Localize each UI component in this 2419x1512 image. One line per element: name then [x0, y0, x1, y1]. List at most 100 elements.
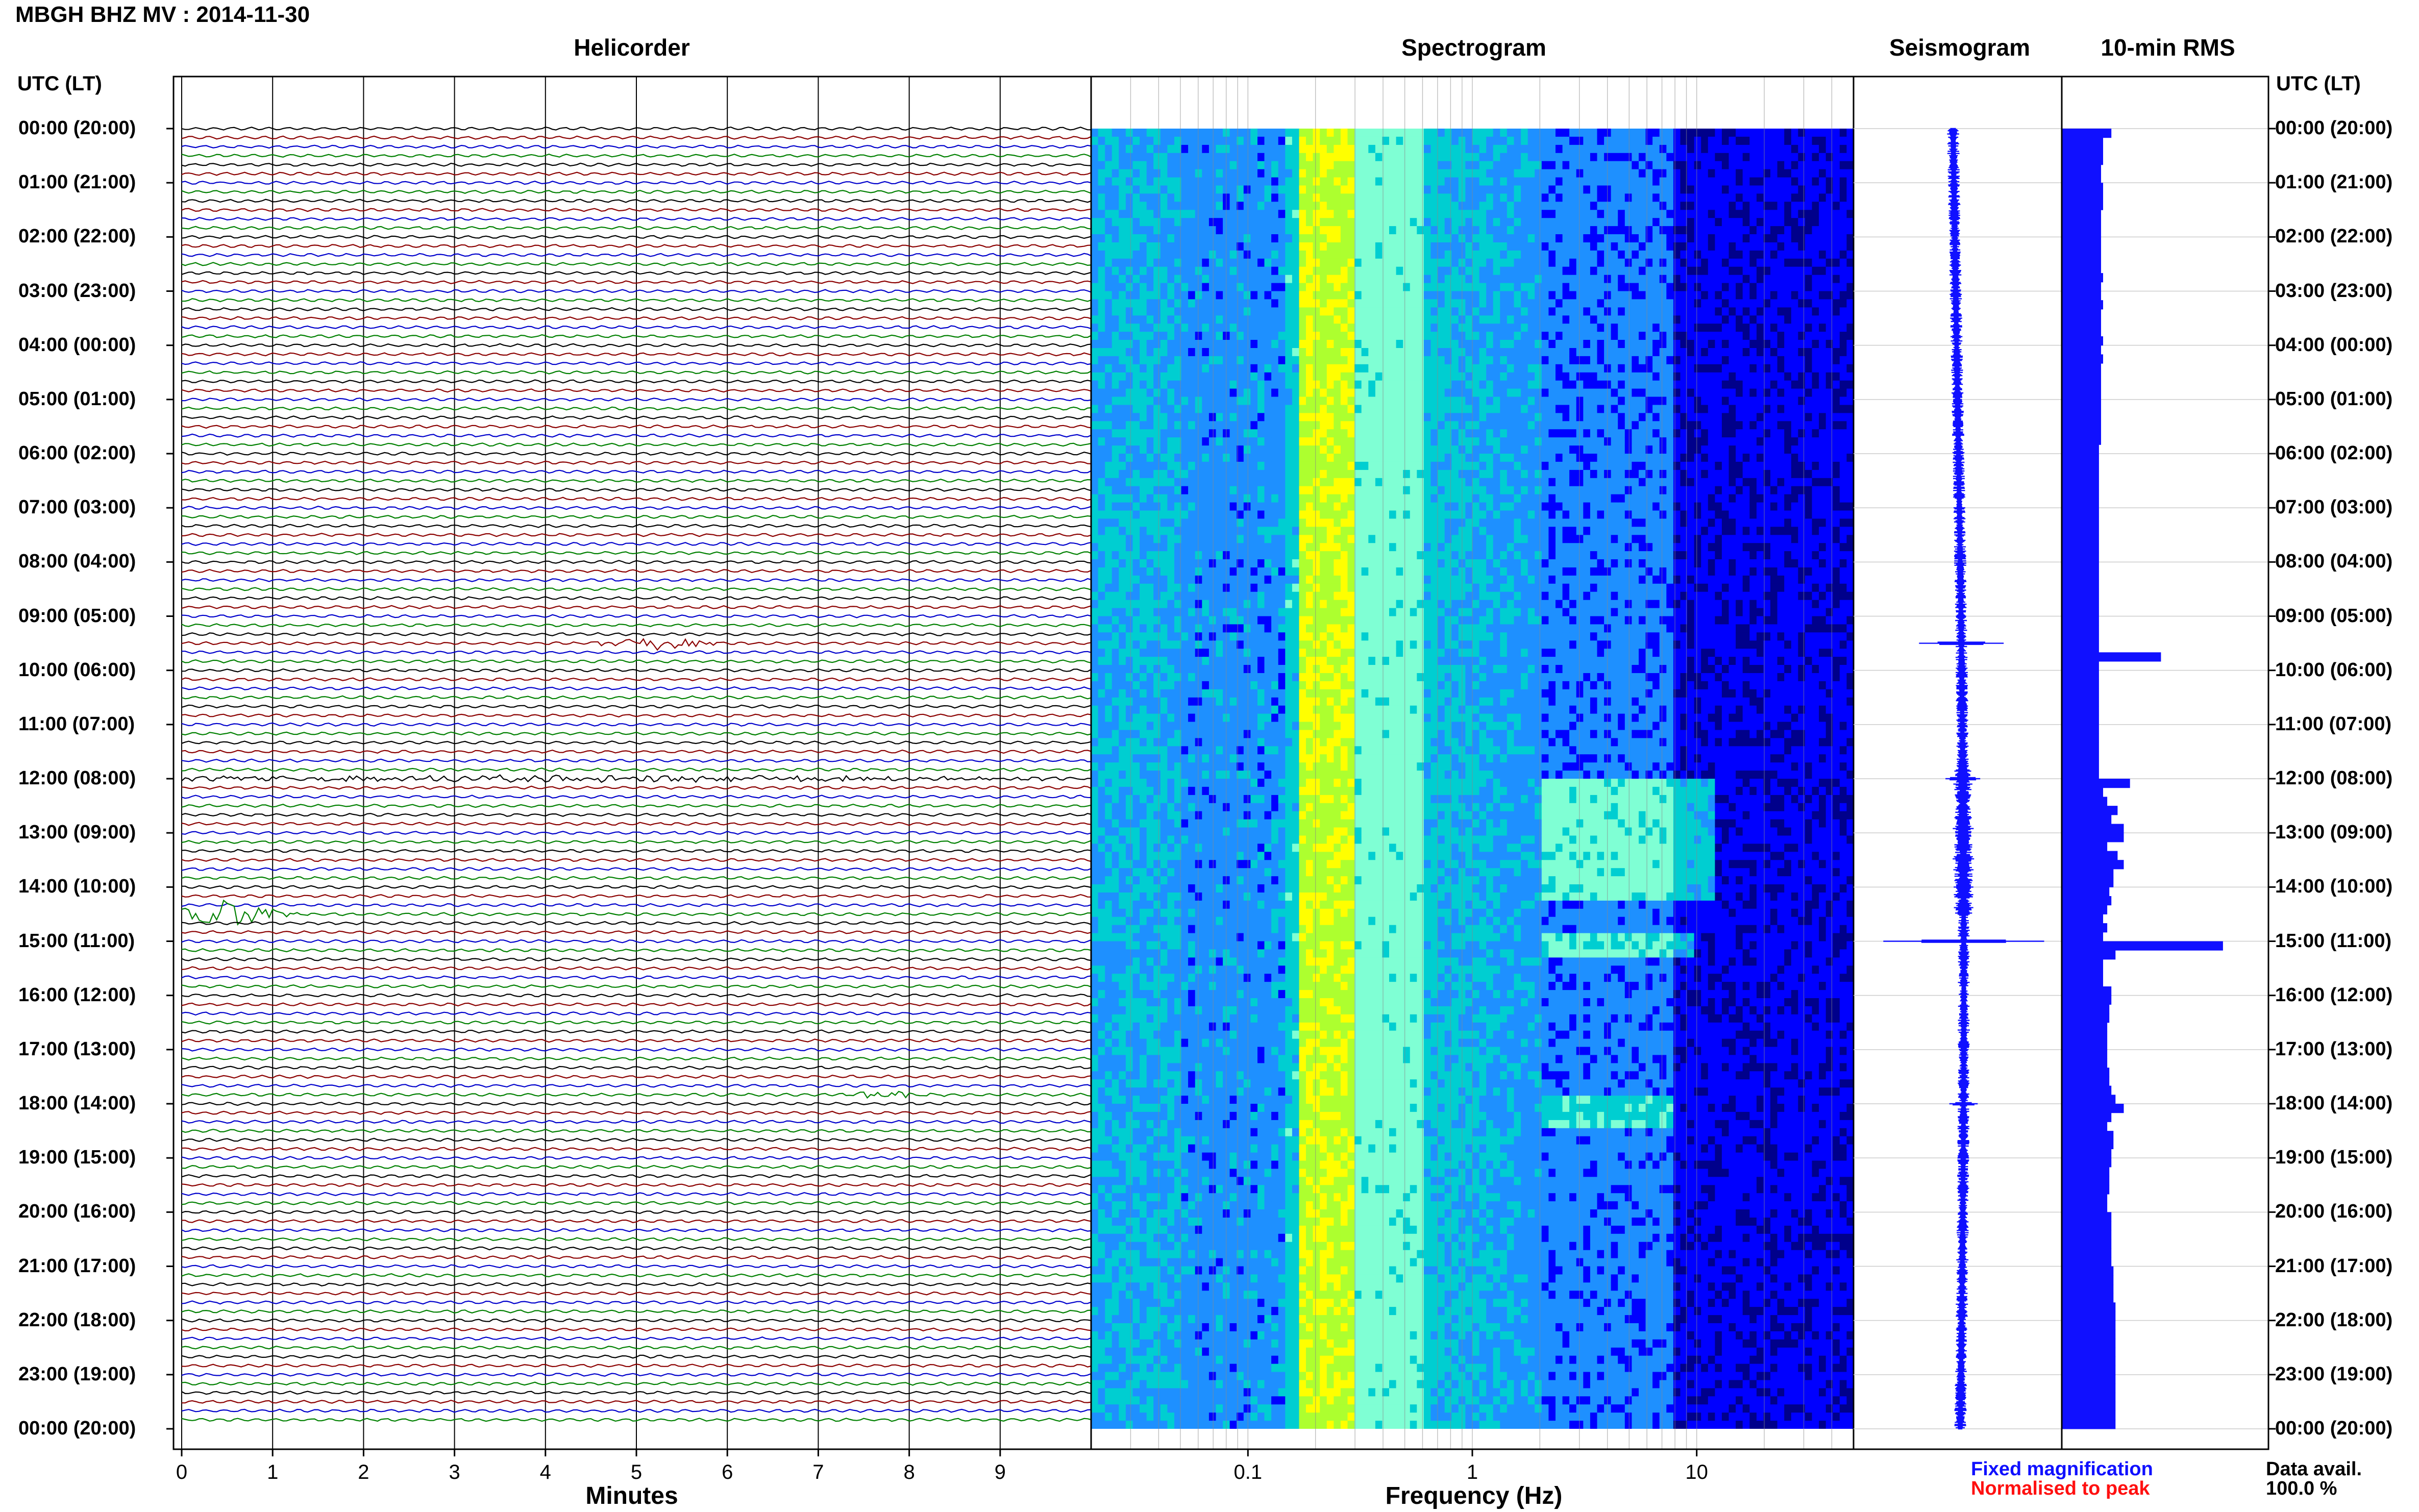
spectrogram-cell [1285, 1396, 1293, 1405]
spectrogram-cell [1292, 437, 1300, 446]
spectrogram-cell [1195, 811, 1202, 820]
spectrogram-cell [1188, 372, 1196, 381]
spectrogram-cell [1188, 502, 1196, 511]
spectrogram-cell [1119, 226, 1126, 235]
spectrogram-cell [1112, 608, 1119, 617]
spectrogram-cell [1160, 421, 1168, 430]
spectrogram-cell [1146, 600, 1154, 609]
spectrogram-cell [1188, 624, 1196, 633]
spectrogram-cell [1195, 1193, 1202, 1202]
spectrogram-cell [1112, 844, 1119, 852]
spectrogram-cell [1132, 697, 1140, 706]
spectrogram-cell [1292, 1209, 1300, 1218]
spectrogram-cell [1160, 299, 1168, 308]
spectrogram-cell [1243, 1169, 1251, 1177]
spectrogram-cell [1132, 283, 1140, 292]
spectrogram-cell [1271, 1266, 1279, 1275]
helicorder-trace [181, 1192, 1092, 1196]
spectrogram-cell [1216, 1396, 1223, 1405]
spectrogram-cell [1292, 234, 1300, 243]
spectrogram-cell [1188, 1063, 1196, 1072]
spectrogram-cell [1153, 258, 1161, 267]
spectrogram-cell [1132, 965, 1140, 974]
spectrogram-cell [1208, 1412, 1217, 1421]
spectrogram-cell [1237, 1331, 1244, 1340]
spectrogram-cell [1098, 1404, 1105, 1413]
spectrogram-cell [1119, 1242, 1126, 1251]
spectrogram-cell [1153, 697, 1161, 706]
spectrogram-cell [1098, 1096, 1105, 1104]
spectrogram-cell [1140, 600, 1147, 609]
spectrogram-cell [1264, 616, 1272, 625]
spectrogram-cell [1167, 226, 1175, 235]
spectrogram-cell [1140, 1111, 1147, 1121]
helicorder-trace [181, 560, 1092, 564]
spectrogram-cell [1112, 372, 1119, 381]
spectrogram-cell [1119, 852, 1126, 860]
spectrogram-cell [1195, 1071, 1202, 1080]
spectrogram-cell [1132, 1193, 1140, 1202]
spectrogram-cell [1202, 608, 1210, 617]
spectrogram-cell [1112, 1087, 1119, 1096]
spectrogram-cell [1112, 1144, 1119, 1153]
spectrogram-cell [1285, 543, 1293, 552]
spectrogram-cell [1216, 689, 1223, 698]
spectrogram-cell [1119, 632, 1126, 641]
spectrogram-cell [1188, 413, 1196, 422]
spectrogram-cell [1264, 461, 1272, 470]
spectrogram-cell [1153, 136, 1161, 145]
spectrogram-cell [1174, 916, 1182, 926]
spectrogram-cell [1257, 551, 1265, 560]
spectrogram-cell [1153, 860, 1161, 869]
spectrogram-cell [1105, 291, 1113, 300]
spectrogram-cell [1160, 1144, 1168, 1153]
spectrogram-cell [1216, 405, 1223, 413]
spectrogram-cell [1292, 372, 1300, 381]
spectrogram-cell [1098, 1380, 1105, 1389]
spectrogram-cell [1174, 421, 1182, 430]
spectrogram-cell [1167, 1347, 1175, 1356]
spectrogram-cell [1250, 908, 1258, 918]
spectrogram-cell [1119, 762, 1126, 771]
spectrogram-cell [1264, 1079, 1272, 1088]
spectrogram-cell [1153, 1063, 1161, 1072]
spectrogram-cell [1188, 510, 1196, 519]
spectrogram-cell [1188, 665, 1196, 674]
spectrogram-cell [1257, 803, 1265, 812]
spectrogram-cell [1292, 144, 1300, 154]
spectrogram-cell [1119, 649, 1126, 657]
spectrogram-cell [1250, 1185, 1258, 1194]
spectrogram-cell [1125, 771, 1133, 779]
spectrogram-cell [1160, 153, 1168, 162]
spectrogram-cell [1243, 1233, 1251, 1243]
spectrogram-cell [1181, 941, 1189, 950]
spectrogram-cell [1181, 518, 1189, 527]
spectrogram-cell [1105, 1022, 1113, 1031]
spectrogram-cell [1202, 1242, 1210, 1251]
spectrogram-cell [1202, 640, 1210, 649]
spectrogram-cell [1292, 291, 1300, 300]
spectrogram-cell [1153, 949, 1161, 958]
spectrogram-cell [1237, 608, 1244, 617]
spectrogram-cell [1174, 673, 1182, 682]
spectrogram-cell [1174, 218, 1182, 227]
spectrogram-cell [1098, 852, 1105, 860]
spectrogram-cell [1188, 884, 1196, 893]
spectrogram-cell [1125, 1006, 1133, 1015]
spectrogram-cell [1264, 827, 1272, 836]
spectrogram-cell [1112, 315, 1119, 324]
spectrogram-cell [1243, 835, 1251, 844]
spectrogram-cell [1285, 1177, 1293, 1185]
spectrogram-cell [1188, 543, 1196, 552]
spectrogram-cell [1132, 1372, 1140, 1380]
spectrogram-cell [1202, 689, 1210, 698]
spectrogram-cell [1285, 1421, 1293, 1429]
spectrogram-cell [1146, 925, 1154, 934]
spectrogram-cell [1146, 608, 1154, 617]
spectrogram-cell [1237, 616, 1244, 625]
spectrogram-cell [1216, 998, 1223, 1007]
spectrogram-cell [1243, 1250, 1251, 1259]
helicorder-trace [181, 1137, 1092, 1142]
spectrogram-cell [1132, 307, 1140, 316]
spectrogram-cell [1278, 510, 1286, 519]
